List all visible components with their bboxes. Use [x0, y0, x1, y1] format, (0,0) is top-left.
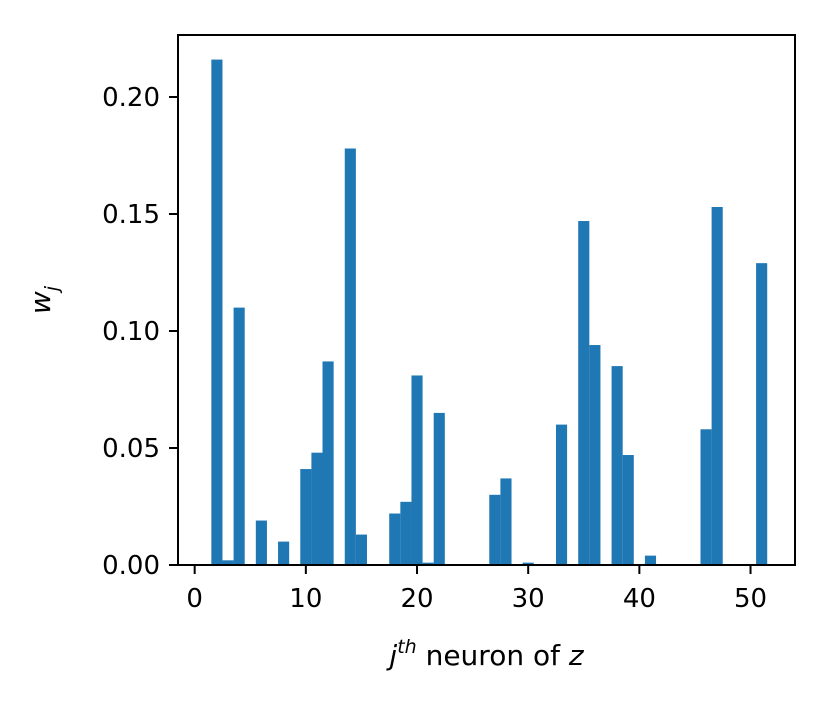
x-tick-label: 40	[623, 584, 656, 614]
y-tick-label: 0.05	[102, 434, 160, 464]
bar	[644, 555, 657, 565]
bar	[233, 307, 245, 565]
y-axis-ticks: 0.00 0.05 0.10 0.15 0.20	[102, 83, 178, 581]
bar	[300, 469, 312, 565]
plot-frame	[177, 34, 796, 566]
bar	[756, 263, 768, 565]
x-tick-label: 0	[186, 584, 203, 614]
x-label-sup: th	[397, 636, 417, 658]
bar	[589, 345, 601, 565]
y-label-base: w	[24, 291, 57, 314]
bar	[222, 560, 234, 565]
x-axis-ticks: 0 10 20 30 40 50	[186, 565, 767, 614]
x-tick-label: 30	[512, 584, 545, 614]
y-tick-label: 0.15	[102, 200, 160, 230]
bar	[400, 501, 412, 565]
y-tick-label: 0.10	[102, 317, 160, 347]
y-axis-label: wj	[24, 285, 63, 314]
bar	[211, 59, 223, 565]
bar	[700, 429, 712, 565]
x-tick-label: 10	[289, 584, 322, 614]
bar	[411, 375, 423, 565]
bar	[500, 478, 512, 565]
y-tick-label: 0.00	[102, 551, 160, 581]
bar	[578, 221, 590, 565]
bar	[389, 513, 401, 565]
bar	[278, 541, 290, 565]
x-label-rest: neuron of	[417, 639, 569, 672]
y-label-sub: j	[41, 285, 63, 294]
bar	[433, 412, 445, 565]
bar	[311, 452, 323, 565]
bars-group	[211, 59, 768, 566]
bar	[355, 534, 367, 565]
x-tick-label: 20	[400, 584, 433, 614]
bar	[611, 366, 623, 565]
x-tick-label: 50	[734, 584, 767, 614]
x-label-var: z	[568, 639, 585, 672]
bar	[344, 148, 356, 566]
x-label-base: j	[385, 639, 397, 672]
bar	[555, 424, 568, 565]
bar	[622, 455, 634, 565]
x-axis-label: jth neuron of z	[385, 636, 584, 672]
bar	[489, 494, 501, 565]
y-tick-label: 0.20	[102, 83, 160, 113]
bar	[522, 562, 534, 565]
bar	[422, 562, 434, 565]
bar	[322, 361, 334, 565]
bar	[255, 520, 267, 565]
bar	[711, 206, 723, 566]
